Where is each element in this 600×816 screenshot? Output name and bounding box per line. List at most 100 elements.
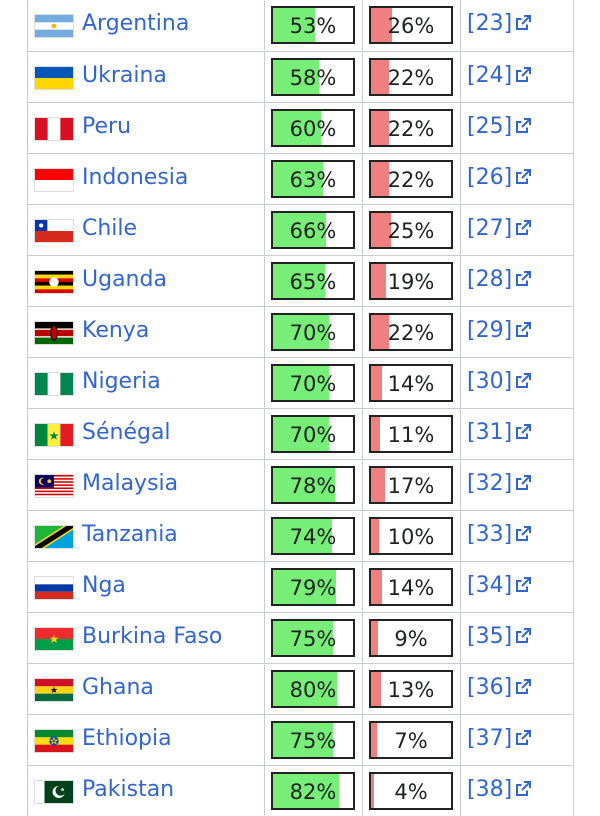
oppose-bar-fill	[371, 672, 382, 706]
oppose-bar: 25%	[369, 211, 453, 249]
table-row: Ghana 80% 13% [36]	[28, 663, 573, 714]
oppose-percent: 22%	[387, 117, 435, 141]
reference-link[interactable]: [29]	[467, 318, 532, 343]
reference-link[interactable]: [24]	[467, 63, 532, 88]
reference-link[interactable]: [36]	[467, 675, 532, 700]
country-link[interactable]: Kenya	[82, 318, 150, 343]
country-link[interactable]: Malaysia	[82, 471, 179, 496]
oppose-percent: 26%	[387, 14, 435, 38]
oppose-percent: 11%	[387, 423, 435, 447]
reference-link[interactable]: [23]	[467, 11, 532, 36]
table-row: Kenya 70% 22% [29]	[28, 306, 573, 357]
reference-link[interactable]: [38]	[467, 777, 532, 802]
russia-flag-icon	[34, 576, 74, 600]
country-link[interactable]: Pakistan	[82, 777, 175, 802]
external-link-icon	[516, 169, 532, 184]
country-link[interactable]: Chile	[82, 216, 138, 241]
burkina-faso-flag-icon	[34, 627, 74, 651]
reference-link[interactable]: [27]	[467, 216, 532, 241]
country-cell: Tanzania	[28, 511, 265, 561]
oppose-bar: 14%	[369, 364, 453, 402]
country-cell: Pakistan	[28, 766, 265, 816]
oppose-bar-fill	[371, 213, 391, 247]
reference-link[interactable]: [28]	[467, 267, 532, 292]
oppose-bar: 14%	[369, 568, 453, 606]
reference-link[interactable]: [26]	[467, 165, 532, 190]
support-bar-fill	[273, 519, 333, 553]
support-percent: 60%	[289, 117, 337, 141]
oppose-percent: 13%	[387, 678, 435, 702]
support-bar: 53%	[271, 6, 355, 44]
oppose-percent: 4%	[394, 780, 428, 804]
support-percent: 53%	[289, 14, 337, 38]
oppose-bar-fill	[371, 8, 392, 42]
reference-link[interactable]: [34]	[467, 573, 532, 598]
support-bar: 60%	[271, 109, 355, 147]
country-link[interactable]: Ukraina	[82, 63, 167, 88]
country-link[interactable]: Ethiopia	[82, 726, 172, 751]
oppose-bar: 10%	[369, 517, 453, 555]
kenya-flag-icon	[34, 321, 74, 345]
oppose-cell: 14%	[363, 358, 461, 408]
country-link[interactable]: Burkina Faso	[82, 624, 223, 649]
external-link-icon	[516, 322, 532, 337]
reference-link[interactable]: [25]	[467, 114, 532, 139]
support-percent: 63%	[289, 168, 337, 192]
reference-cell: [31]	[461, 409, 573, 459]
support-cell: 78%	[265, 460, 363, 510]
reference-cell: [36]	[461, 664, 573, 714]
country-link[interactable]: Indonesia	[82, 165, 189, 190]
oppose-bar-fill	[371, 417, 380, 451]
oppose-cell: 22%	[363, 154, 461, 204]
oppose-cell: 22%	[363, 52, 461, 102]
support-bar: 70%	[271, 364, 355, 402]
country-link[interactable]: Argentina	[82, 11, 190, 36]
country-link[interactable]: Tanzania	[82, 522, 178, 547]
reference-link[interactable]: [32]	[467, 471, 532, 496]
support-bar-fill	[273, 60, 320, 94]
support-cell: 66%	[265, 205, 363, 255]
reference-cell: [33]	[461, 511, 573, 561]
argentina-flag-icon	[34, 14, 74, 38]
external-link-icon	[516, 424, 532, 439]
country-link[interactable]: Nga	[82, 573, 126, 598]
country-cell: Sénégal	[28, 409, 265, 459]
oppose-cell: 11%	[363, 409, 461, 459]
table-row: Peru 60% 22% [25]	[28, 102, 573, 153]
country-link[interactable]: Ghana	[82, 675, 154, 700]
table-row: Uganda 65% 19% [28]	[28, 255, 573, 306]
reference-cell: [32]	[461, 460, 573, 510]
reference-cell: [29]	[461, 307, 573, 357]
oppose-cell: 26%	[363, 0, 461, 50]
reference-cell: [30]	[461, 358, 573, 408]
oppose-cell: 22%	[363, 103, 461, 153]
support-bar-fill	[273, 111, 321, 145]
oppose-cell: 4%	[363, 766, 461, 816]
support-bar: 70%	[271, 415, 355, 453]
table-row: Burkina Faso 75% 9% [35]	[28, 612, 573, 663]
support-bar-fill	[273, 723, 333, 757]
oppose-percent: 9%	[394, 627, 428, 651]
country-link[interactable]: Peru	[82, 114, 132, 139]
oppose-bar-fill	[371, 264, 387, 298]
country-link[interactable]: Uganda	[82, 267, 167, 292]
country-cell: Nga	[28, 562, 265, 612]
reference-link[interactable]: [30]	[467, 369, 532, 394]
reference-link[interactable]: [33]	[467, 522, 532, 547]
reference-link[interactable]: [31]	[467, 420, 532, 445]
country-link[interactable]: Sénégal	[82, 420, 171, 445]
reference-link[interactable]: [37]	[467, 726, 532, 751]
reference-link[interactable]: [35]	[467, 624, 532, 649]
reference-cell: [34]	[461, 562, 573, 612]
oppose-percent: 19%	[387, 270, 435, 294]
support-cell: 79%	[265, 562, 363, 612]
oppose-bar-fill	[371, 162, 389, 196]
support-percent: 75%	[289, 627, 337, 651]
support-bar-fill	[273, 774, 339, 808]
support-bar: 65%	[271, 262, 355, 300]
reference-cell: [37]	[461, 715, 573, 765]
country-link[interactable]: Nigeria	[82, 369, 161, 394]
oppose-percent: 22%	[387, 321, 435, 345]
oppose-bar: 11%	[369, 415, 453, 453]
external-link-icon	[516, 67, 532, 82]
